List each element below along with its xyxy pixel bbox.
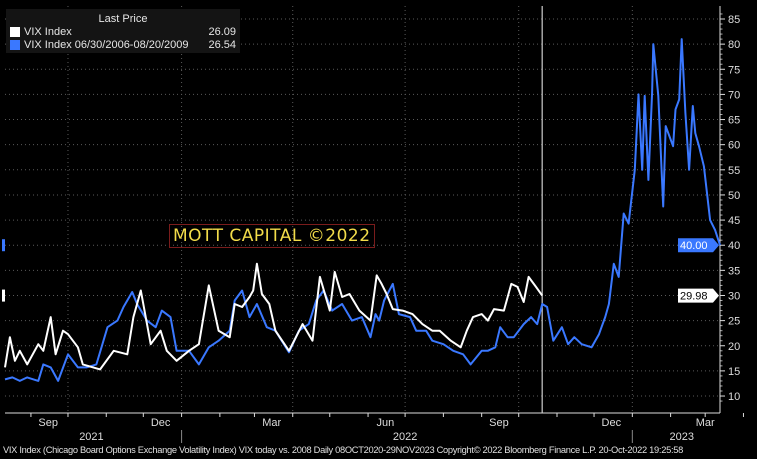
series-line-vix [4, 262, 544, 371]
series-line-vix-2008 [4, 38, 721, 382]
y-tick-label: 70 [728, 89, 740, 101]
y-tick-label: 80 [728, 39, 740, 51]
y-tick-label: 20 [728, 341, 740, 353]
y-tick-label: 40 [728, 240, 740, 252]
left-edge-marker [2, 239, 5, 252]
y-tick-label: 45 [728, 215, 740, 227]
x-tick-label: Dec [602, 417, 622, 429]
x-year-label: 2022 [393, 431, 417, 443]
legend-item-name: VIX Index 06/30/2006-08/20/2009 [24, 38, 189, 51]
y-tick-label: 15 [728, 366, 740, 378]
chart-footer: VIX Index (Chicago Board Options Exchang… [3, 445, 683, 455]
y-tick-label: 55 [728, 165, 740, 177]
y-tick-label: 50 [728, 190, 740, 202]
y-tick-label: 10 [728, 391, 740, 403]
x-tick-label: Mar [696, 417, 715, 429]
x-year-label: 2023 [669, 431, 693, 443]
y-tick-label: 35 [728, 265, 740, 277]
y-tick-label: 25 [728, 316, 740, 328]
x-tick-label: Sep [489, 417, 509, 429]
y-tick-label: 60 [728, 140, 740, 152]
x-tick-label: Sep [38, 417, 58, 429]
legend-item-vix-2008: VIX Index 06/30/2006-08/20/2009 26.54 [6, 38, 240, 51]
x-year-label: 2021 [79, 431, 103, 443]
legend-item-name: VIX Index [24, 25, 72, 38]
legend-item-vix: VIX Index 26.09 [6, 25, 240, 38]
last-value-label: 29.98 [680, 291, 708, 303]
last-value-label: 40.00 [680, 240, 708, 252]
y-tick-label: 85 [728, 14, 740, 26]
legend-header: Last Price [98, 13, 148, 25]
y-tick-label: 75 [728, 64, 740, 76]
legend-swatch-white [10, 26, 20, 37]
legend-item-value: 26.54 [208, 38, 236, 51]
last-value-badge [678, 238, 719, 253]
legend-swatch-blue [10, 39, 20, 50]
legend-item-value: 26.09 [208, 25, 236, 38]
left-edge-marker [2, 289, 5, 302]
last-value-badge [678, 288, 719, 303]
y-tick-label: 65 [728, 115, 740, 127]
legend: Last Price VIX Index 26.09 VIX Index 06/… [6, 9, 240, 53]
x-tick-label: Jun [376, 417, 394, 429]
watermark: MOTT CAPITAL ©2022 [169, 224, 375, 248]
x-tick-label: Dec [151, 417, 171, 429]
y-tick-label: 30 [728, 290, 740, 302]
x-tick-label: Mar [262, 417, 281, 429]
